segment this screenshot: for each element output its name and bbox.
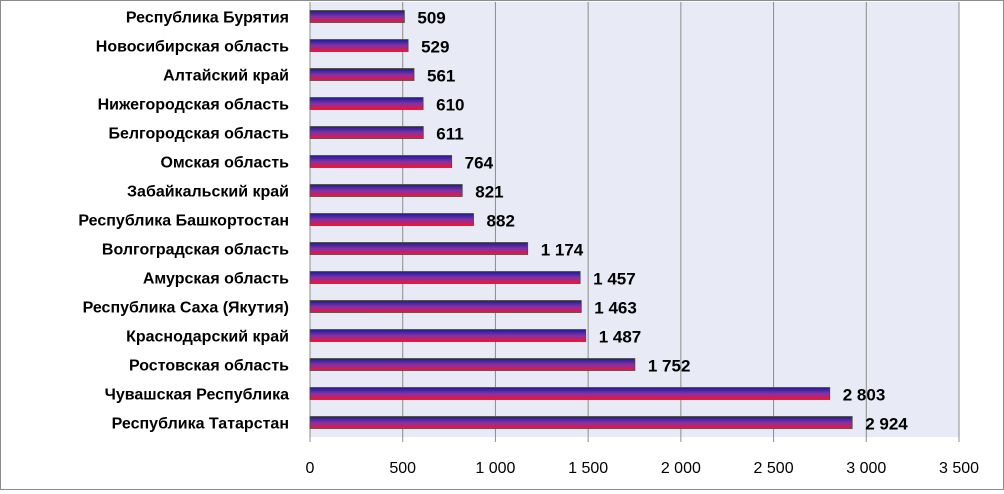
bar	[309, 155, 453, 168]
data-label: 1 174	[541, 241, 584, 260]
bar	[309, 10, 405, 23]
category-label: Волгоградская область	[102, 242, 289, 259]
data-label: 764	[465, 154, 494, 173]
x-tick-label: 1 500	[568, 460, 608, 477]
bar	[309, 184, 463, 197]
category-label: Республика Башкортостан	[78, 213, 289, 230]
bars	[309, 10, 853, 429]
category-labels: Республика Бурятия Новосибирская область А…	[78, 10, 289, 433]
category-label: Республика Бурятия	[126, 10, 289, 27]
category-label: Новосибирская область	[96, 39, 289, 56]
data-label: 529	[421, 38, 449, 57]
category-label: Нижегородская область	[98, 97, 290, 114]
bar	[309, 242, 529, 255]
x-tick-label: 3 000	[846, 460, 886, 477]
category-label: Ростовская область	[129, 358, 289, 375]
data-label: 1 487	[599, 328, 642, 347]
bar	[309, 387, 831, 400]
category-label: Омская область	[160, 155, 289, 172]
data-label: 2 803	[843, 386, 886, 405]
bar	[309, 97, 424, 110]
data-label: 2 924	[865, 415, 908, 434]
x-tick-label: 3 500	[939, 460, 979, 477]
category-label: Республика Татарстан	[112, 416, 289, 433]
x-tick-label: 1 000	[475, 460, 515, 477]
data-label: 1 463	[594, 299, 637, 318]
bar	[309, 271, 581, 284]
bar	[309, 416, 853, 429]
data-label: 509	[417, 9, 445, 28]
category-label: Республика Саха (Якутия)	[83, 300, 289, 317]
bar	[309, 300, 582, 313]
bar	[309, 358, 636, 371]
data-label: 882	[487, 212, 515, 231]
data-label: 611	[436, 125, 463, 144]
category-label: Алтайский край	[163, 68, 289, 85]
data-label: 821	[475, 183, 503, 202]
bar	[309, 329, 587, 342]
category-label: Забайкальский край	[127, 184, 289, 201]
bar	[309, 213, 474, 226]
bar	[309, 126, 424, 139]
category-label: Белгородская область	[108, 126, 289, 143]
data-label: 1 457	[593, 270, 636, 289]
category-label: Чувашская Республика	[105, 387, 290, 404]
x-tick-label: 2 500	[754, 460, 794, 477]
bar	[309, 39, 409, 52]
data-label: 610	[436, 96, 464, 115]
x-tick-label: 0	[306, 460, 315, 477]
x-tick-label: 2 000	[661, 460, 701, 477]
x-tick-label: 500	[389, 460, 416, 477]
x-axis-ticks: 0 500 1 000 1 500 2 000 2 500 3 000 3 500	[306, 437, 979, 477]
data-label: 1 752	[648, 357, 691, 376]
data-label: 561	[427, 67, 455, 86]
bar	[309, 68, 415, 81]
category-label: Амурская область	[143, 271, 289, 288]
category-label: Краснодарский край	[126, 329, 289, 346]
